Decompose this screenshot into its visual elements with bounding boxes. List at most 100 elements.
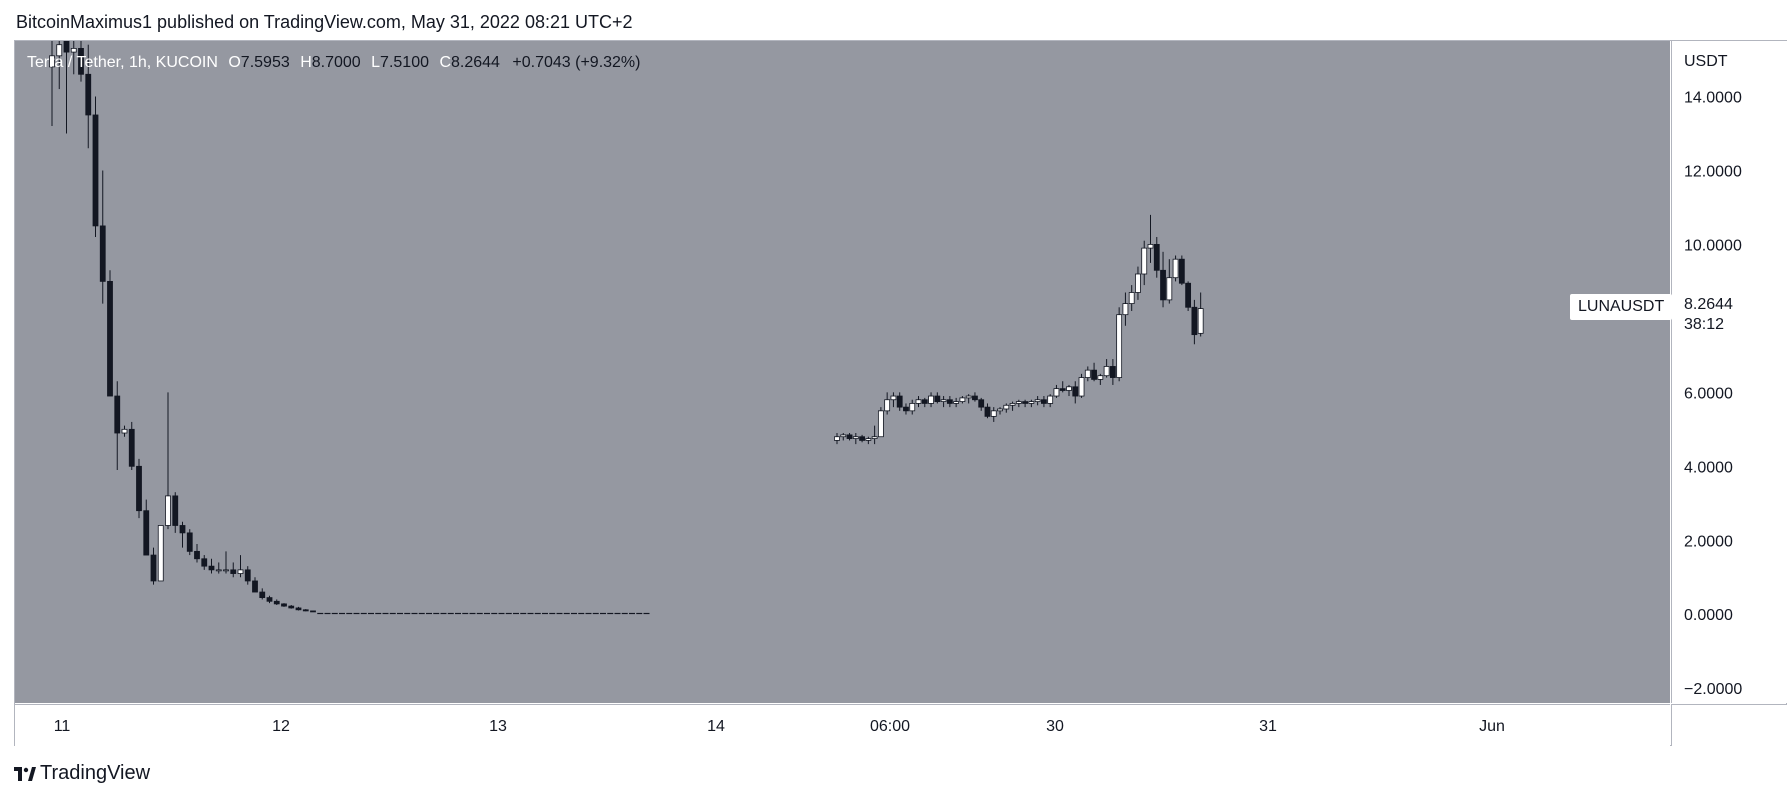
legend-low-label: L (371, 54, 381, 71)
candle-down (252, 580, 258, 593)
candle-up (237, 569, 244, 574)
current-price-tag: 8.2644 38:12 (1672, 293, 1784, 339)
candle-up (56, 44, 63, 57)
candle-up (953, 401, 960, 404)
current-price-value: 8.2644 (1684, 296, 1733, 313)
time-tick-label: 12 (272, 718, 290, 735)
symbol-label-tag: LUNAUSDT (1570, 294, 1673, 320)
candle-down (281, 603, 287, 607)
candle-down (186, 532, 193, 552)
candle-down (143, 510, 150, 556)
candle-up (990, 410, 997, 417)
candle-up (884, 399, 891, 412)
candle-up (890, 395, 897, 401)
price-tick-label: 2.0000 (1684, 533, 1733, 550)
candle-down (172, 495, 179, 526)
time-tick-label: 31 (1259, 718, 1277, 735)
candle-down (1153, 244, 1160, 271)
legend-low-value: 7.5100 (380, 54, 429, 71)
tradingview-logo[interactable]: TradingView (14, 762, 150, 785)
candle-down (934, 395, 941, 402)
candle-down (273, 600, 280, 605)
candle-up (840, 434, 847, 438)
candle-up (1172, 258, 1179, 279)
candle-up (1084, 369, 1091, 378)
candles-group (49, 41, 1204, 615)
candle-down (259, 591, 266, 598)
legend-symbol: Terra / Tether, 1h, KUCOIN (27, 54, 218, 71)
candle-countdown: 38:12 (1684, 316, 1725, 333)
candle-up (852, 436, 859, 439)
legend-close-label: C (439, 54, 451, 71)
chart-legend: Terra / Tether, 1h, KUCOIN O7.5953 H8.70… (27, 54, 640, 72)
candle-down (1072, 386, 1079, 397)
time-tick-label: 13 (489, 718, 507, 735)
candle-up (223, 569, 229, 572)
candle-up (1078, 377, 1085, 397)
candle-up (1197, 308, 1204, 334)
candle-up (915, 399, 922, 404)
candle-up (865, 438, 872, 441)
candle-up (1066, 386, 1072, 391)
candle-down (63, 41, 70, 53)
candle-down (92, 114, 99, 227)
candle-up (1009, 403, 1016, 406)
candle-up (877, 410, 884, 438)
legend-high-label: H (300, 54, 312, 71)
candle-up (834, 436, 840, 441)
candle-down (302, 609, 309, 612)
price-tick-label: 14.0000 (1684, 89, 1742, 106)
candle-down (846, 434, 853, 439)
time-tick-label: 30 (1046, 718, 1064, 735)
candle-down (1185, 282, 1192, 308)
candle-up (940, 399, 947, 402)
candle-up (1103, 366, 1110, 377)
candle-down (288, 605, 295, 609)
price-tick-label: 4.0000 (1684, 459, 1733, 476)
candle-up (157, 525, 164, 582)
price-tick-label: 6.0000 (1684, 385, 1733, 402)
price-scale[interactable] (1671, 41, 1787, 703)
candle-down (896, 395, 903, 408)
candle-down (1041, 399, 1047, 404)
candle-up (928, 395, 934, 404)
time-tick-label: 11 (54, 718, 71, 735)
candle-down (208, 565, 215, 571)
legend-open-label: O (228, 54, 241, 71)
candle-down (1178, 258, 1185, 284)
time-tick-label: 14 (707, 718, 725, 735)
candle-up (871, 436, 878, 439)
price-tick-label: 0.0000 (1684, 607, 1733, 624)
candle-up (1147, 244, 1154, 249)
candle-up (1015, 401, 1022, 404)
candle-down (859, 436, 865, 441)
candle-up (965, 395, 972, 399)
candle-up (909, 403, 916, 412)
candle-down (85, 73, 92, 116)
candle-up (121, 428, 128, 434)
tradingview-logo-icon (14, 766, 36, 781)
candle-down (921, 399, 928, 404)
time-scale[interactable] (15, 704, 1670, 746)
publish-line: BitcoinMaximus1 published on TradingView… (16, 12, 633, 32)
candle-down (114, 395, 121, 434)
candle-up (1028, 401, 1035, 404)
legend-change: +0.7043 (+9.32%) (512, 54, 641, 71)
candle-down (150, 554, 157, 582)
candle-down (194, 550, 200, 560)
candle-down (946, 399, 953, 404)
candle-down (1160, 269, 1166, 301)
candle-up (1116, 314, 1123, 378)
candle-up (1003, 404, 1010, 410)
candle-down (310, 610, 316, 613)
plot-area[interactable] (15, 41, 1670, 703)
candle-up (1166, 277, 1173, 301)
legend-high-value: 8.7000 (311, 54, 361, 71)
candle-up (997, 408, 1003, 412)
candle-down (128, 428, 135, 467)
candle-down (978, 399, 985, 408)
candle-down (1109, 366, 1116, 378)
candle-down (136, 465, 142, 512)
time-tick-label: Jun (1479, 718, 1505, 735)
candle-down (244, 569, 251, 582)
